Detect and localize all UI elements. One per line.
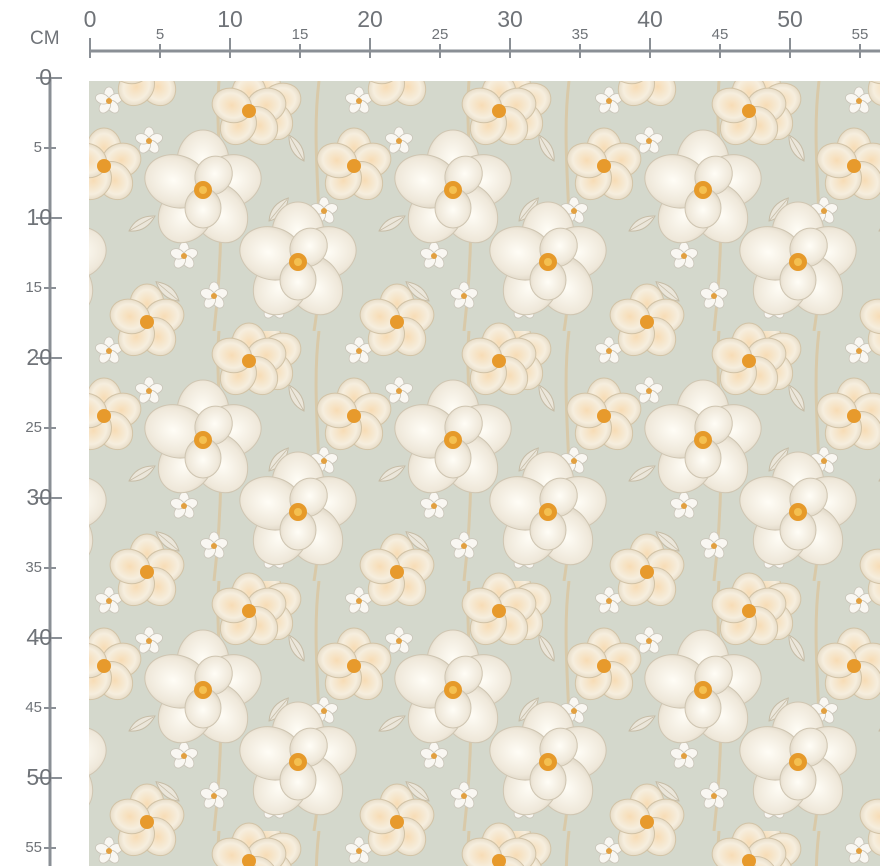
top-ruler-label: 40 <box>637 6 663 32</box>
top-ruler <box>89 38 880 58</box>
left-ruler-label: 45 <box>25 699 42 716</box>
left-ruler-label: 0 <box>39 64 52 90</box>
left-ruler <box>36 77 62 866</box>
left-ruler-label: 15 <box>25 279 42 296</box>
left-ruler-label: 35 <box>25 559 42 576</box>
left-ruler-label: 20 <box>26 344 52 370</box>
fabric-pattern-image <box>89 81 880 866</box>
unit-label: CM <box>30 28 60 49</box>
left-ruler-label: 30 <box>26 484 52 510</box>
top-ruler-label: 15 <box>291 26 309 43</box>
left-ruler-label: 40 <box>26 624 52 650</box>
top-ruler-label: 55 <box>851 26 869 43</box>
top-ruler-label: 50 <box>777 6 803 32</box>
pattern-fill <box>89 81 880 866</box>
left-ruler-label: 50 <box>26 764 52 790</box>
left-ruler-label: 55 <box>25 839 42 856</box>
top-ruler-label: 10 <box>217 6 243 32</box>
left-ruler-label: 5 <box>33 139 42 156</box>
left-ruler-label: 10 <box>26 204 52 230</box>
top-ruler-label: 35 <box>571 26 589 43</box>
top-ruler-label: 25 <box>431 26 449 43</box>
top-ruler-label: 20 <box>357 6 383 32</box>
top-ruler-label: 30 <box>497 6 523 32</box>
top-ruler-label: 45 <box>711 26 729 43</box>
top-ruler-label: 0 <box>83 6 97 32</box>
top-ruler-label: 5 <box>155 26 165 43</box>
left-ruler-label: 25 <box>25 419 42 436</box>
